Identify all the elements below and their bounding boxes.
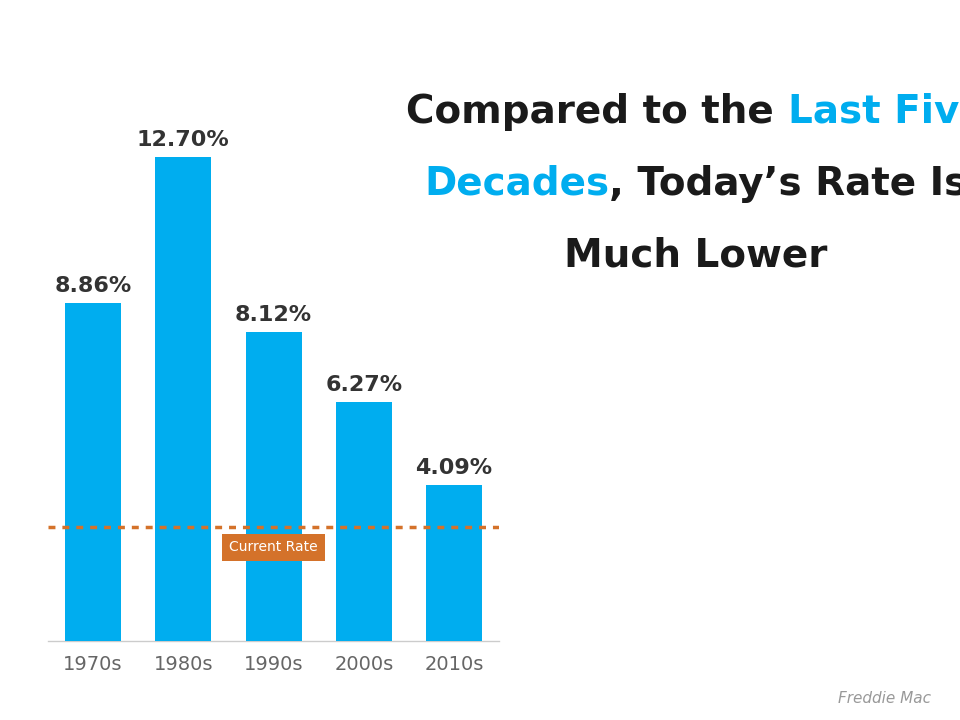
Text: Last Five: Last Five bbox=[788, 93, 960, 130]
Text: Freddie Mac: Freddie Mac bbox=[838, 690, 931, 706]
Text: Compared to the: Compared to the bbox=[406, 93, 788, 130]
Text: 4.09%: 4.09% bbox=[416, 458, 492, 478]
Text: , Today’s Rate Is: , Today’s Rate Is bbox=[610, 165, 960, 202]
Text: 8.12%: 8.12% bbox=[235, 305, 312, 325]
Text: Much Lower: Much Lower bbox=[564, 237, 828, 274]
Text: Decades: Decades bbox=[424, 165, 610, 202]
Bar bbox=[156, 157, 211, 641]
Bar bbox=[246, 331, 301, 641]
Text: 6.27%: 6.27% bbox=[325, 375, 402, 395]
Bar bbox=[336, 402, 392, 641]
Text: 12.70%: 12.70% bbox=[137, 130, 229, 150]
Bar bbox=[65, 303, 121, 641]
Text: Current Rate: Current Rate bbox=[229, 541, 318, 554]
Text: 8.86%: 8.86% bbox=[55, 276, 132, 297]
Bar bbox=[426, 485, 482, 641]
